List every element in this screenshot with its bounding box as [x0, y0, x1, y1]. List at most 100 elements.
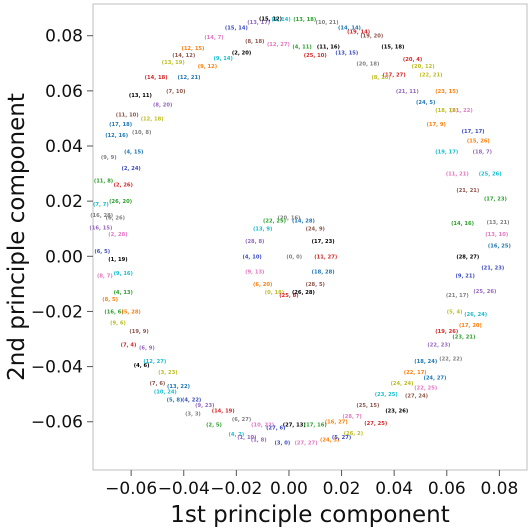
outer-ring-point-label: (27, 27) [295, 440, 318, 446]
outer-ring-point-label: (4, 22) [182, 398, 201, 404]
inner-ring-point-label: (28, 5) [306, 282, 325, 288]
y-tick-label: −0.04 [31, 358, 83, 378]
outer-ring-point-label: (17, 9) [427, 122, 446, 128]
outer-ring-point-label: (3, 0) [275, 440, 291, 446]
outer-ring-point-label: (24, 24) [391, 381, 414, 387]
outer-ring-point-label: (4, 2) [228, 432, 244, 438]
outer-ring-point-label: (22, 21) [420, 72, 443, 78]
x-tick-label: 0.00 [270, 479, 308, 499]
inner-ring-point-label: (22, 25) [263, 218, 286, 224]
outer-ring-point-label: (17, 16) [304, 423, 327, 429]
outer-ring-point-label: (23, 26) [385, 409, 408, 415]
outer-ring-point-label: (14, 14) [338, 25, 361, 31]
outer-ring-point-label: (13, 22) [167, 384, 190, 390]
outer-ring-point-label: (12, 27) [143, 359, 166, 365]
outer-ring-point-label: (24, 5) [416, 100, 435, 106]
outer-ring-point-label: (2, 26) [114, 183, 133, 189]
y-tick-label: 0.04 [45, 137, 83, 157]
outer-ring-point-label: (24, 27) [423, 376, 446, 382]
outer-ring-point-label: (17, 20) [459, 323, 482, 329]
outer-ring-point-label: (4, 15) [124, 150, 143, 156]
inner-ring-point-label: (11, 27) [314, 254, 337, 260]
outer-ring-point-label: (21, 23) [481, 265, 504, 271]
outer-ring-point-label: (20, 18) [356, 61, 379, 67]
outer-ring-point-label: (2, 28) [108, 232, 127, 238]
outer-ring-point-label: (9, 9) [101, 155, 117, 161]
outer-ring-point-label: (25, 10) [304, 53, 327, 59]
outer-ring-point-label: (13, 17) [247, 20, 270, 26]
outer-ring-point-label: (14, 18) [145, 75, 168, 81]
inner-ring-point-label: (20, 16) [277, 216, 300, 222]
outer-ring-point-label: (10, 8) [132, 130, 151, 136]
plot-area-background [92, 3, 528, 471]
outer-ring-point-label: (3, 23) [158, 370, 177, 376]
x-tick-label: 0.04 [375, 479, 413, 499]
x-tick-label: 0.06 [428, 479, 466, 499]
outer-ring-point-label: (7, 4) [121, 343, 137, 349]
outer-ring-point-label: (17, 18) [109, 122, 132, 128]
outer-ring-point-label: (5, 4) [447, 309, 463, 315]
outer-ring-point-label: (1, 8) [251, 438, 267, 444]
y-tick-label: −0.06 [31, 413, 83, 433]
outer-ring-point-label: (16, 25) [488, 243, 511, 249]
outer-ring-point-label: (5, 28) [121, 309, 140, 315]
outer-ring-point-label: (18, 24) [414, 359, 437, 365]
inner-ring-point-label: (18, 28) [312, 269, 335, 275]
outer-ring-point-label: (27, 24) [405, 394, 428, 400]
outer-ring-point-label: (9, 14) [214, 56, 233, 62]
outer-ring-point-label: (16, 27) [325, 420, 348, 426]
inner-ring-point-label: (9, 13) [245, 269, 264, 275]
x-tick-label: −0.04 [158, 479, 210, 499]
outer-ring-point-label: (13, 21) [487, 220, 510, 226]
outer-ring-point-label: (10, 21) [316, 20, 339, 26]
inner-ring-point-label: (4, 10) [242, 254, 261, 260]
outer-ring-point-label: (9, 23) [195, 403, 214, 409]
outer-ring-point-label: (20, 12) [412, 64, 435, 70]
outer-ring-point-label: (28, 7) [342, 414, 361, 420]
outer-ring-point-label: (24, 3) [320, 438, 339, 444]
outer-ring-point-label: (27, 6) [266, 425, 285, 431]
outer-ring-point-label: (9, 16) [114, 271, 133, 277]
outer-ring-point-label: (2, 24) [121, 166, 140, 172]
outer-ring-point-label: (8, 5) [102, 297, 118, 303]
inner-ring-point-label: (6, 20) [253, 282, 272, 288]
outer-ring-point-label: (12, 27) [267, 42, 290, 48]
outer-ring-point-label: (5, 8) [167, 398, 183, 404]
outer-ring-point-label: (19, 9) [129, 329, 148, 335]
outer-ring-point-label: (21, 17) [446, 293, 469, 299]
outer-ring-point-label: (14, 16) [451, 221, 474, 227]
outer-ring-point-label: (20, 4) [403, 57, 422, 63]
inner-ring-point-label: (0, 0) [286, 254, 302, 260]
outer-ring-point-label: (23, 25) [375, 392, 398, 398]
outer-ring-point-label: (4, 6) [134, 363, 150, 369]
outer-ring-point-label: (17, 17) [462, 129, 485, 135]
outer-ring-point-label: (9, 12) [198, 64, 217, 70]
x-tick-label: 0.02 [323, 479, 361, 499]
outer-ring-point-label: (17, 23) [484, 196, 507, 202]
outer-ring-point-label: (27, 25) [364, 421, 387, 427]
outer-ring-point-label: (26, 2) [344, 431, 363, 437]
outer-ring-point-label: (25, 15) [356, 403, 379, 409]
outer-ring-point-label: (18, 16) [435, 108, 458, 114]
outer-ring-point-label: (15, 18) [381, 45, 404, 51]
outer-ring-point-label: (12, 15) [181, 46, 204, 52]
inner-ring-point-label: (26, 28) [292, 290, 315, 296]
outer-ring-point-label: (14, 7) [204, 35, 223, 41]
outer-ring-point-label: (12, 18) [141, 116, 164, 122]
outer-ring-point-label: (22, 23) [427, 343, 450, 349]
y-tick-label: 0.06 [45, 82, 83, 102]
inner-ring-point-label: (24, 9) [306, 227, 325, 233]
outer-ring-point-label: (22, 22) [439, 356, 462, 362]
outer-ring-point-label: (12, 16) [105, 133, 128, 139]
y-axis-title: 2nd principle component [4, 93, 30, 381]
y-tick-label: 0.00 [45, 247, 83, 267]
outer-ring-point-label: (15, 12) [259, 17, 282, 23]
outer-ring-point-label: (9, 21) [456, 274, 475, 280]
x-axis-title: 1st principle component [170, 502, 450, 528]
outer-ring-point-label: (3, 14) [271, 17, 290, 23]
outer-ring-point-label: (1, 19) [108, 257, 127, 263]
outer-ring-point-label: (27, 13) [283, 423, 306, 429]
outer-ring-point-label: (23, 21) [452, 334, 475, 340]
x-tick-label: 0.08 [480, 479, 518, 499]
inner-ring-point-label: (17, 23) [312, 239, 335, 245]
